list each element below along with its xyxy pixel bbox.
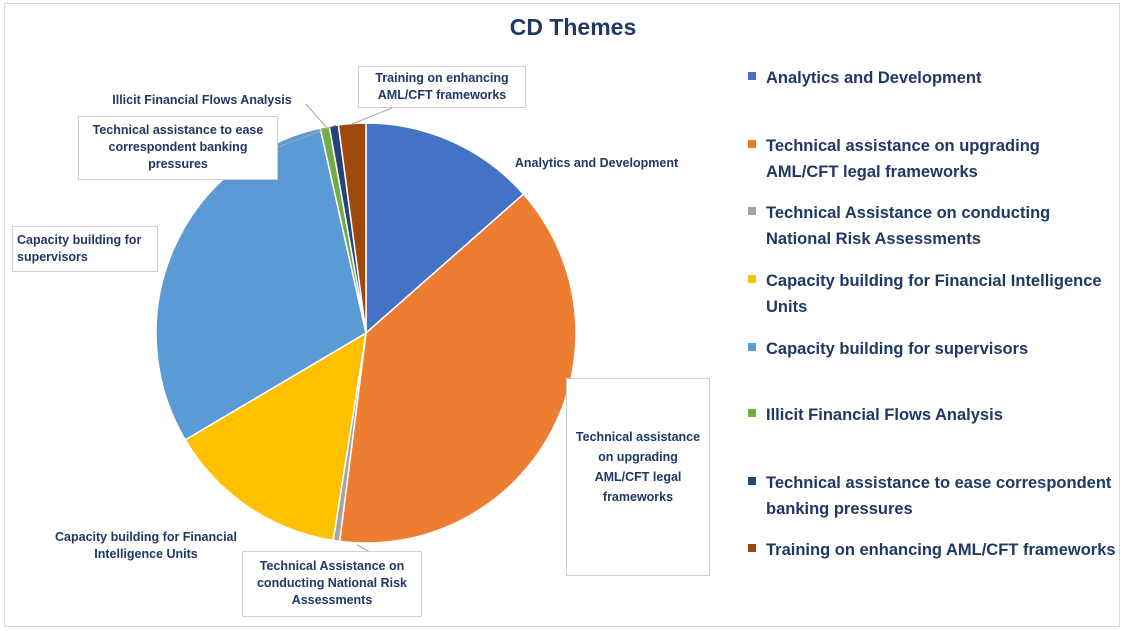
legend-swatch [748, 409, 756, 417]
legend-label: Capacity building for Financial Intellig… [766, 272, 1102, 316]
data-label-legal-frameworks: Technical assistance on upgrading AML/CF… [566, 378, 710, 576]
data-label-illicit-flows: Illicit Financial Flows Analysis [112, 93, 292, 107]
data-label-national-risk: Technical Assistance on conducting Natio… [242, 551, 422, 617]
leader-line-national-risk [356, 544, 371, 553]
data-label-analytics: Analytics and Development [514, 156, 679, 170]
pie-slice-analytics [365, 122, 525, 335]
legend-label: Illicit Financial Flows Analysis [766, 406, 1003, 424]
legend-swatch [748, 140, 756, 148]
data-label-correspondent-banking: Technical assistance to ease corresponde… [78, 116, 278, 180]
leader-line-illicit-flows [305, 103, 327, 128]
legend-label: Capacity building for supervisors [766, 340, 1029, 358]
legend-swatch [748, 275, 756, 283]
legend-swatch [748, 343, 756, 351]
legend-swatch [748, 544, 756, 552]
legend-label: Technical Assistance on conducting Natio… [766, 204, 1051, 248]
leader-line-correspondent-banking [277, 124, 337, 148]
legend-label: Training on enhancing AML/CFT frameworks [766, 541, 1116, 559]
legend-swatch [748, 477, 756, 485]
legend-label: Analytics and Development [766, 69, 982, 87]
chart-title: CD Themes [509, 14, 637, 40]
legend-swatch [748, 72, 756, 80]
legend-label: Technical assistance on upgrading AML/CF… [766, 137, 1040, 181]
pie-slice-legal-frameworks [338, 193, 577, 544]
legend-label: Technical assistance to ease corresponde… [766, 474, 1112, 518]
leader-line-training [351, 107, 393, 125]
pie-slice-fiu [184, 331, 367, 542]
legend-swatch [748, 207, 756, 215]
data-label-training: Training on enhancing AML/CFT frameworks [358, 66, 526, 108]
data-label-supervisors: Capacity building for supervisors [12, 226, 158, 272]
data-label-fiu: Capacity building for Financial Intellig… [55, 530, 237, 561]
